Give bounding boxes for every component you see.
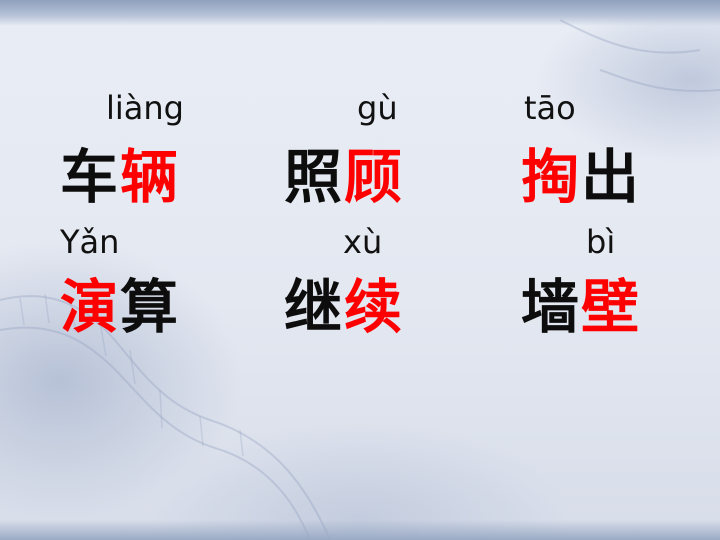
- bottom-decorative-band: [0, 520, 720, 540]
- word: 演算: [60, 278, 180, 336]
- pinyin-label: liàng: [106, 89, 184, 127]
- highlighted-character: 辆: [120, 143, 181, 211]
- character: 墙: [521, 273, 582, 341]
- word: 墙壁: [521, 278, 641, 336]
- pinyin-label: gù: [357, 89, 398, 127]
- character: 出: [581, 143, 642, 211]
- character: 车: [60, 143, 121, 211]
- character: 继: [284, 273, 345, 341]
- pinyin-label: bì: [586, 223, 616, 261]
- highlighted-character: 演: [60, 273, 121, 341]
- highlighted-character: 顾: [344, 143, 405, 211]
- highlighted-character: 掏: [521, 143, 582, 211]
- highlighted-character: 续: [344, 273, 405, 341]
- word: 掏出: [521, 148, 641, 206]
- highlighted-character: 壁: [581, 273, 642, 341]
- character: 照: [284, 143, 345, 211]
- pinyin-label: xù: [343, 223, 383, 261]
- pinyin-label: tāo: [524, 89, 576, 127]
- word: 车辆: [60, 148, 180, 206]
- word: 照顾: [284, 148, 404, 206]
- pinyin-label: Yǎn: [60, 223, 120, 261]
- word: 继续: [284, 278, 404, 336]
- character: 算: [120, 273, 181, 341]
- top-decorative-band: [0, 0, 720, 26]
